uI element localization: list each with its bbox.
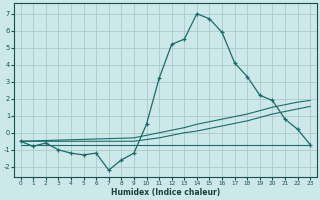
X-axis label: Humidex (Indice chaleur): Humidex (Indice chaleur) [111, 188, 220, 197]
